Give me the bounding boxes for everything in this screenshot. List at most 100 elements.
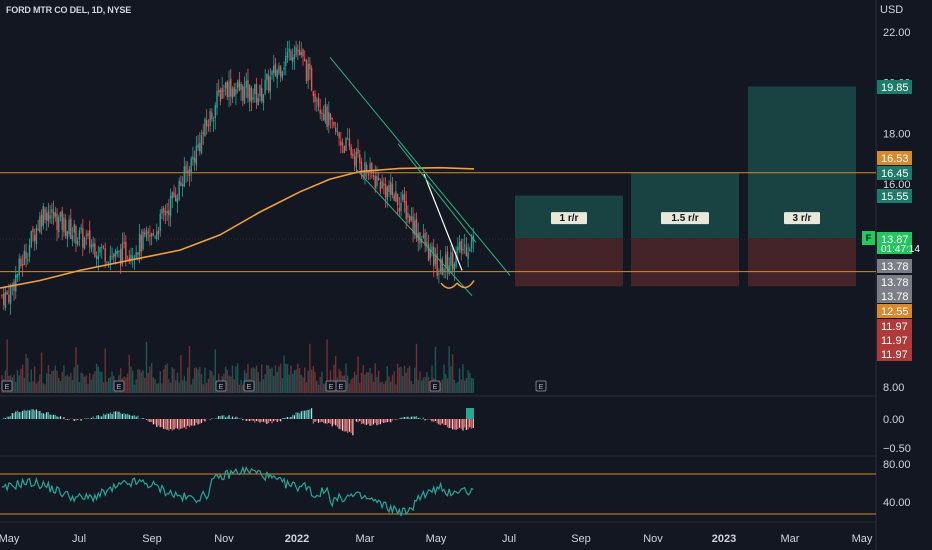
macd-bar	[211, 418, 213, 419]
earnings-marker-box[interactable]	[243, 380, 255, 392]
earnings-marker-box[interactable]	[1, 380, 13, 392]
price-axis-label[interactable]: 11.97	[877, 347, 912, 361]
earnings-marker-box[interactable]	[335, 380, 347, 392]
earnings-marker[interactable]: E	[243, 380, 255, 392]
bottom-arc[interactable]	[440, 282, 458, 289]
candle-body	[242, 85, 244, 101]
price-axis-label[interactable]: 13.78	[877, 289, 912, 303]
candle-body	[150, 233, 153, 237]
price-axis-label[interactable]: 16.45	[877, 166, 912, 180]
time-axis-label[interactable]: Nov	[214, 533, 234, 545]
candle	[302, 48, 304, 66]
candle-body	[457, 246, 459, 251]
earnings-marker[interactable]: E	[335, 380, 347, 392]
price-axis-label[interactable]: 12.55	[877, 304, 912, 318]
candle-body	[321, 112, 323, 115]
trend-drawings[interactable]	[329, 57, 511, 297]
candle	[290, 48, 292, 61]
time-axis-label[interactable]: Sep	[142, 533, 162, 545]
price-axis[interactable]: 22.0020.0018.0016.008.0019.8516.5316.451…	[877, 27, 920, 509]
stop-zone[interactable]	[748, 238, 856, 287]
volume-bar	[273, 376, 275, 393]
position-tool[interactable]: 1.5 r/r	[631, 172, 739, 287]
earnings-marker-box[interactable]	[215, 380, 227, 392]
volume-bar	[152, 377, 155, 393]
trend-line[interactable]	[423, 173, 463, 271]
earnings-marker[interactable]: E	[215, 380, 227, 392]
price-axis-label[interactable]: 13.78	[877, 275, 912, 289]
volume-bar	[388, 376, 390, 393]
horizontal-levels[interactable]	[0, 172, 876, 273]
earnings-marker[interactable]: E	[113, 380, 125, 392]
earnings-marker[interactable]: E	[535, 380, 547, 392]
volume-bar	[92, 374, 94, 393]
price-axis-label[interactable]: 11.97	[877, 333, 912, 347]
earnings-marker[interactable]: E	[325, 380, 337, 392]
candle-body	[460, 240, 462, 253]
stop-zone[interactable]	[515, 238, 623, 287]
macd-bar	[75, 419, 77, 421]
earnings-marker-box[interactable]	[535, 380, 547, 392]
price-axis-label[interactable]: 11.97	[877, 319, 912, 333]
candle	[422, 224, 425, 239]
volume-bar	[13, 374, 15, 393]
volume-bar	[188, 345, 191, 393]
time-axis-label[interactable]: Mar	[356, 533, 375, 545]
volume-bar	[59, 380, 62, 393]
time-axis-label[interactable]: 2022	[285, 533, 309, 545]
price-axis-label[interactable]: 16.53	[877, 151, 912, 165]
time-axis-label[interactable]: Sep	[571, 533, 591, 545]
currency-label[interactable]: USD	[880, 4, 904, 16]
volume-bar	[80, 372, 82, 393]
volume-bar	[180, 354, 182, 393]
candle	[4, 286, 7, 311]
candle	[149, 225, 151, 246]
candle-body	[71, 235, 74, 241]
macd-bar	[288, 417, 290, 419]
volume-bar	[211, 371, 213, 393]
candle	[54, 206, 57, 222]
time-axis[interactable]: May Jul Sep Nov 2022 Mar May Jul Sep Nov 2023 Mar Ma…	[0, 533, 873, 545]
time-axis-label[interactable]: Jul	[502, 533, 516, 545]
time-axis-label[interactable]: 2023	[712, 533, 736, 545]
candle	[448, 257, 450, 277]
position-tools[interactable]: 1 r/r 1.5 r/r 3 r/r	[515, 86, 856, 287]
time-axis-label[interactable]: May	[426, 533, 447, 545]
earnings-marker-box[interactable]	[113, 380, 125, 392]
candle	[15, 266, 17, 299]
price-axis-label[interactable]: 19.85	[877, 80, 912, 94]
candle-body	[113, 254, 115, 258]
earnings-marker[interactable]: E	[1, 380, 13, 392]
volume-bar	[126, 373, 129, 393]
bottom-arc[interactable]	[456, 280, 475, 289]
macd-bar	[149, 419, 151, 422]
position-tool[interactable]: 3 r/r	[748, 86, 856, 287]
target-zone[interactable]	[631, 172, 739, 239]
channel-upper-line[interactable]	[329, 57, 511, 276]
stop-zone[interactable]	[631, 238, 739, 287]
time-axis-label[interactable]: May	[0, 533, 20, 545]
price-axis-label[interactable]: 13.78	[877, 259, 912, 273]
candle-body	[405, 201, 407, 220]
candle	[463, 233, 466, 254]
earnings-marker[interactable]: E	[429, 380, 441, 392]
channel-lower-line[interactable]	[355, 168, 473, 297]
candle	[161, 206, 163, 220]
symbol-title[interactable]: FORD MTR CO DEL, 1D, NYSE	[6, 5, 132, 15]
trend-line[interactable]	[397, 143, 477, 243]
position-tool[interactable]: 1 r/r	[515, 195, 623, 287]
time-axis-label[interactable]: Mar	[781, 533, 800, 545]
time-axis-label[interactable]: Jul	[72, 533, 86, 545]
macd-bar	[137, 415, 139, 419]
time-axis-label[interactable]: May	[852, 533, 873, 545]
candle-body	[293, 54, 296, 60]
price-axis-label[interactable]: 15.55	[877, 189, 912, 203]
macd-bar	[171, 419, 173, 431]
ratio-label: 3 r/r	[793, 213, 812, 224]
price-axis-label-bg	[877, 166, 912, 180]
time-axis-label[interactable]: Nov	[643, 533, 663, 545]
earnings-marker-box[interactable]	[429, 380, 441, 392]
